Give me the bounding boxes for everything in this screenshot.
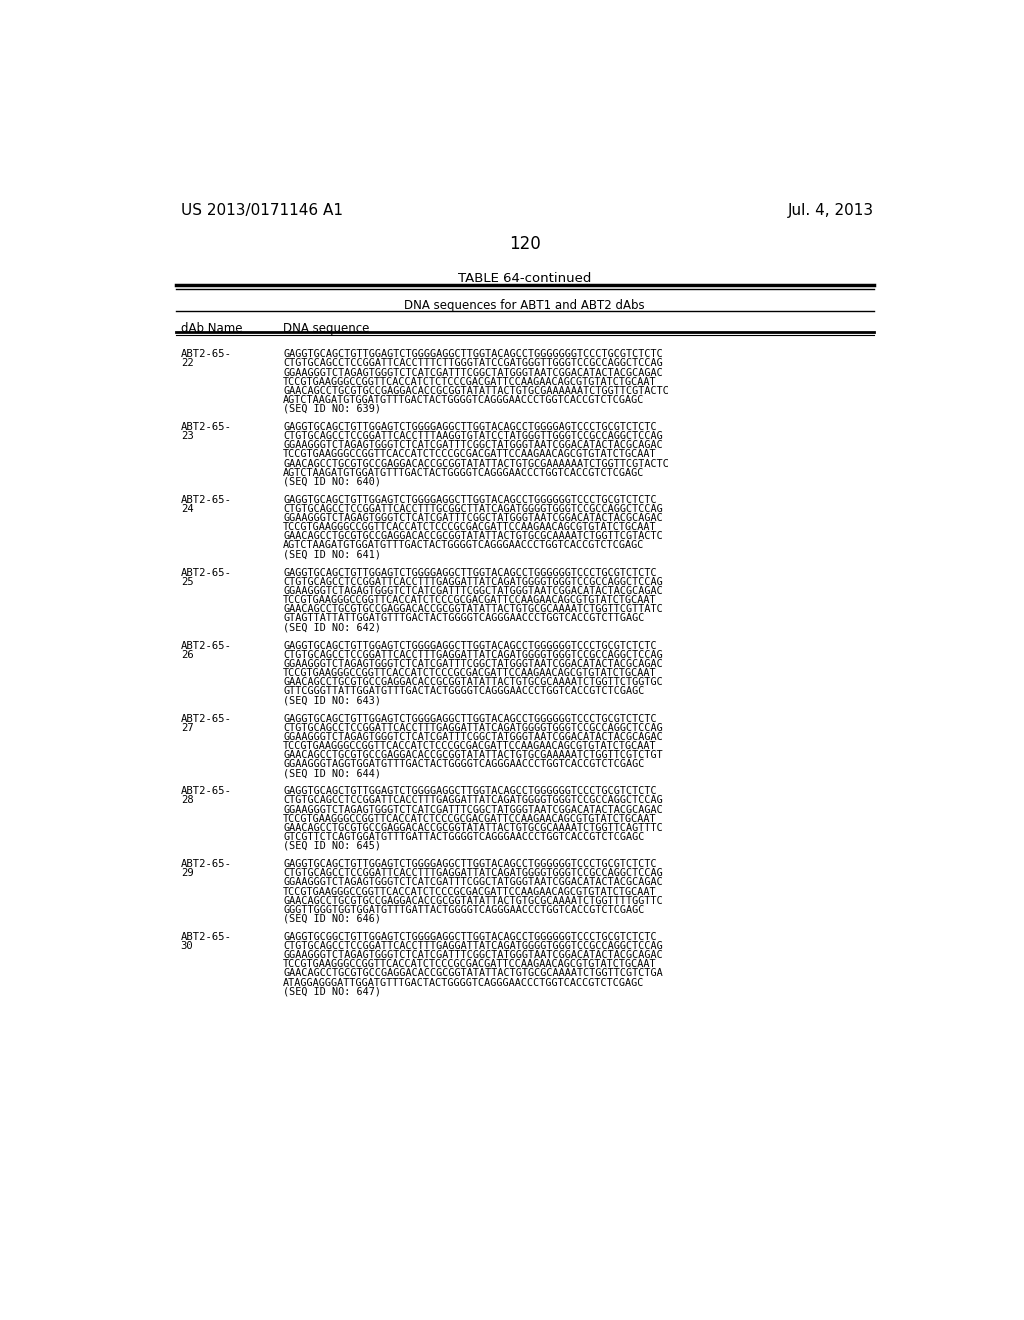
Text: GGAAGGGTCTAGAGTGGGTCTCATCGATTTCGGCTATGGGTAATCGGACATACTACGCAGAC: GGAAGGGTCTAGAGTGGGTCTCATCGATTTCGGCTATGGG… — [283, 367, 663, 378]
Text: TCCGTGAAGGGCCGGTTCACCATCTCTCCCGACGATTCCAAGAACAGCGTGTATCTGCAAT: TCCGTGAAGGGCCGGTTCACCATCTCTCCCGACGATTCCA… — [283, 376, 656, 387]
Text: GAGGTGCAGCTGTTGGAGTCTGGGGAGGCTTGGTACAGCCTGGGGGGTCCCTGCGTCTCTC: GAGGTGCAGCTGTTGGAGTCTGGGGAGGCTTGGTACAGCC… — [283, 568, 656, 578]
Text: ABT2-65-: ABT2-65- — [180, 568, 231, 578]
Text: CTGTGCAGCCTCCGGATTCACCTTTGAGGATTATCAGATGGGGTGGGTCCGCCAGGCTCCAG: CTGTGCAGCCTCCGGATTCACCTTTGAGGATTATCAGATG… — [283, 577, 663, 587]
Text: (SEQ ID NO: 646): (SEQ ID NO: 646) — [283, 913, 381, 924]
Text: 30: 30 — [180, 941, 194, 952]
Text: DNA sequences for ABT1 and ABT2 dAbs: DNA sequences for ABT1 and ABT2 dAbs — [404, 300, 645, 313]
Text: CTGTGCAGCCTCCGGATTCACCTTTAAGGTGTATCCTATGGGTTGGGTCCGCCAGGCTCCAG: CTGTGCAGCCTCCGGATTCACCTTTAAGGTGTATCCTATG… — [283, 432, 663, 441]
Text: 28: 28 — [180, 796, 194, 805]
Text: 25: 25 — [180, 577, 194, 587]
Text: dAb Name: dAb Name — [180, 322, 243, 335]
Text: ABT2-65-: ABT2-65- — [180, 640, 231, 651]
Text: 29: 29 — [180, 869, 194, 878]
Text: GAACAGCCTGCGTGCCGAGGACACCGCGGTATATTACTGTGCGCAAAATCTGGTTCGTACTC: GAACAGCCTGCGTGCCGAGGACACCGCGGTATATTACTGT… — [283, 532, 663, 541]
Text: US 2013/0171146 A1: US 2013/0171146 A1 — [180, 203, 343, 218]
Text: TCCGTGAAGGGCCGGTTCACCATCTCCCGCGACGATTCCAAGAACAGCGTGTATCTGCAAT: TCCGTGAAGGGCCGGTTCACCATCTCCCGCGACGATTCCA… — [283, 813, 656, 824]
Text: CTGTGCAGCCTCCGGATTCACCTTTGAGGATTATCAGATGGGGTGGGTCCGCCAGGCTCCAG: CTGTGCAGCCTCCGGATTCACCTTTGAGGATTATCAGATG… — [283, 649, 663, 660]
Text: TABLE 64-continued: TABLE 64-continued — [458, 272, 592, 285]
Text: (SEQ ID NO: 639): (SEQ ID NO: 639) — [283, 404, 381, 414]
Text: GGAAGGGTCTAGAGTGGGTCTCATCGATTTCGGCTATGGGTAATCGGACATACTACGCAGAC: GGAAGGGTCTAGAGTGGGTCTCATCGATTTCGGCTATGGG… — [283, 586, 663, 597]
Text: ABT2-65-: ABT2-65- — [180, 350, 231, 359]
Text: GAACAGCCTGCGTGCCGAGGACACCGCGGTATATTACTGTGCGCAAAATCTGGTTCGTTATC: GAACAGCCTGCGTGCCGAGGACACCGCGGTATATTACTGT… — [283, 605, 663, 614]
Text: GAACAGCCTGCGTGCCGAGGACACCGCGGTATATTACTGTGCGAAAAATCTGGTTCGTCTGT: GAACAGCCTGCGTGCCGAGGACACCGCGGTATATTACTGT… — [283, 750, 663, 760]
Text: GAGGTGCAGCTGTTGGAGTCTGGGGAGGCTTGGTACAGCCTGGGGGGTCCCTGCGTCTCTC: GAGGTGCAGCTGTTGGAGTCTGGGGAGGCTTGGTACAGCC… — [283, 787, 656, 796]
Text: GAACAGCCTGCGTGCCGAGGACACCGCGGTATATTACTGTGCGCAAAATCTGGTTCGTCTGA: GAACAGCCTGCGTGCCGAGGACACCGCGGTATATTACTGT… — [283, 969, 663, 978]
Text: CTGTGCAGCCTCCGGATTCACCTTTCTTGGGTATCCGATGGGTTGGGTCCGCCAGGCTCCAG: CTGTGCAGCCTCCGGATTCACCTTTCTTGGGTATCCGATG… — [283, 359, 663, 368]
Text: ABT2-65-: ABT2-65- — [180, 787, 231, 796]
Text: GAACAGCCTGCGTGCCGAGGACACCGCGGTATATTACTGTGCGCAAAATCTGGTTTTGGTTC: GAACAGCCTGCGTGCCGAGGACACCGCGGTATATTACTGT… — [283, 895, 663, 906]
Text: GGAAGGGTCTAGAGTGGGTCTCATCGATTTCGGCTATGGGTAATCGGACATACTACGCAGAC: GGAAGGGTCTAGAGTGGGTCTCATCGATTTCGGCTATGGG… — [283, 805, 663, 814]
Text: GTCGTTCTCAGTGGATGTTTGATTACTGGGGTCAGGGAACCCTGGTCACCGTCTCGAGC: GTCGTTCTCAGTGGATGTTTGATTACTGGGGTCAGGGAAC… — [283, 832, 644, 842]
Text: GTAGTTATTATTGGATGTTTGACTACTGGGGTCAGGGAACCCTGGTCACCGTCTTGAGC: GTAGTTATTATTGGATGTTTGACTACTGGGGTCAGGGAAC… — [283, 614, 644, 623]
Text: ATAGGAGGGATTGGATGTTTGACTACTGGGGTCAGGGAACCCTGGTCACCGTCTCGAGC: ATAGGAGGGATTGGATGTTTGACTACTGGGGTCAGGGAAC… — [283, 978, 644, 987]
Text: GAGGTGCGGCTGTTGGAGTCTGGGGAGGCTTGGTACAGCCTGGGGGGTCCCTGCGTCTCTC: GAGGTGCGGCTGTTGGAGTCTGGGGAGGCTTGGTACAGCC… — [283, 932, 656, 942]
Text: TCCGTGAAGGGCCGGTTCACCATCTCCCGCGACGATTCCAAGAACAGCGTGTATCTGCAAT: TCCGTGAAGGGCCGGTTCACCATCTCCCGCGACGATTCCA… — [283, 595, 656, 605]
Text: 22: 22 — [180, 359, 194, 368]
Text: DNA sequence: DNA sequence — [283, 322, 370, 335]
Text: CTGTGCAGCCTCCGGATTCACCTTTGAGGATTATCAGATGGGGTGGGTCCGCCAGGCTCCAG: CTGTGCAGCCTCCGGATTCACCTTTGAGGATTATCAGATG… — [283, 941, 663, 952]
Text: CTGTGCAGCCTCCGGATTCACCTTTGAGGATTATCAGATGGGGTGGGTCCGCCAGGCTCCAG: CTGTGCAGCCTCCGGATTCACCTTTGAGGATTATCAGATG… — [283, 869, 663, 878]
Text: GAGGTGCAGCTGTTGGAGTCTGGGGAGGCTTGGTACAGCCTGGGGGGTCCCTGCGTCTCTC: GAGGTGCAGCTGTTGGAGTCTGGGGAGGCTTGGTACAGCC… — [283, 495, 656, 506]
Text: GGAAGGGTCTAGAGTGGGTCTCATCGATTTCGGCTATGGGTAATCGGACATACTACGCAGAC: GGAAGGGTCTAGAGTGGGTCTCATCGATTTCGGCTATGGG… — [283, 659, 663, 669]
Text: TCCGTGAAGGGCCGGTTCACCATCTCCCGCGACGATTCCAAGAACAGCGTGTATCTGCAAT: TCCGTGAAGGGCCGGTTCACCATCTCCCGCGACGATTCCA… — [283, 960, 656, 969]
Text: ABT2-65-: ABT2-65- — [180, 859, 231, 870]
Text: ABT2-65-: ABT2-65- — [180, 714, 231, 723]
Text: CTGTGCAGCCTCCGGATTCACCTTTGCGGCTTATCAGATGGGGTGGGTCCGCCAGGCTCCAG: CTGTGCAGCCTCCGGATTCACCTTTGCGGCTTATCAGATG… — [283, 504, 663, 513]
Text: GGAAGGGTCTAGAGTGGGTCTCATCGATTTCGGCTATGGGTAATCGGACATACTACGCAGAC: GGAAGGGTCTAGAGTGGGTCTCATCGATTTCGGCTATGGG… — [283, 731, 663, 742]
Text: GAGGTGCAGCTGTTGGAGTCTGGGGAGGCTTGGTACAGCCTGGGGGGTCCCTGCGTCTCTC: GAGGTGCAGCTGTTGGAGTCTGGGGAGGCTTGGTACAGCC… — [283, 640, 656, 651]
Text: GAGGTGCAGCTGTTGGAGTCTGGGGAGGCTTGGTACAGCCTGGGGGGTCCCTGCGTCTCTC: GAGGTGCAGCTGTTGGAGTCTGGGGAGGCTTGGTACAGCC… — [283, 859, 656, 870]
Text: GGAAGGGTCTAGAGTGGGTCTCATCGATTTCGGCTATGGGTAATCGGACATACTACGCAGAC: GGAAGGGTCTAGAGTGGGTCTCATCGATTTCGGCTATGGG… — [283, 441, 663, 450]
Text: (SEQ ID NO: 647): (SEQ ID NO: 647) — [283, 986, 381, 997]
Text: GAACAGCCTGCGTGCCGAGGACACCGCGGTATATTACTGTGCGAAAAAATCTGGTTCGTACTC: GAACAGCCTGCGTGCCGAGGACACCGCGGTATATTACTGT… — [283, 385, 669, 396]
Text: GAACAGCCTGCGTGCCGAGGACACCGCGGTATATTACTGTGCGCAAAATCTGGTTCTGGTGC: GAACAGCCTGCGTGCCGAGGACACCGCGGTATATTACTGT… — [283, 677, 663, 688]
Text: 120: 120 — [509, 235, 541, 253]
Text: GGAAGGGTCTAGAGTGGGTCTCATCGATTTCGGCTATGGGTAATCGGACATACTACGCAGAC: GGAAGGGTCTAGAGTGGGTCTCATCGATTTCGGCTATGGG… — [283, 950, 663, 960]
Text: CTGTGCAGCCTCCGGATTCACCTTTGAGGATTATCAGATGGGGTGGGTCCGCCAGGCTCCAG: CTGTGCAGCCTCCGGATTCACCTTTGAGGATTATCAGATG… — [283, 796, 663, 805]
Text: (SEQ ID NO: 645): (SEQ ID NO: 645) — [283, 841, 381, 851]
Text: GAACAGCCTGCGTGCCGAGGACACCGCGGTATATTACTGTGCGCAAAATCTGGTTCAGTTTC: GAACAGCCTGCGTGCCGAGGACACCGCGGTATATTACTGT… — [283, 822, 663, 833]
Text: AGTCTAAGATGTGGATGTTTGACTACTGGGGTCAGGGAACCCTGGTCACCGTCTCGAGC: AGTCTAAGATGTGGATGTTTGACTACTGGGGTCAGGGAAC… — [283, 467, 644, 478]
Text: (SEQ ID NO: 640): (SEQ ID NO: 640) — [283, 477, 381, 487]
Text: 24: 24 — [180, 504, 194, 513]
Text: CTGTGCAGCCTCCGGATTCACCTTTGAGGATTATCAGATGGGGTGGGTCCGCCAGGCTCCAG: CTGTGCAGCCTCCGGATTCACCTTTGAGGATTATCAGATG… — [283, 722, 663, 733]
Text: ABT2-65-: ABT2-65- — [180, 495, 231, 506]
Text: GGAAGGGTCTAGAGTGGGTCTCATCGATTTCGGCTATGGGTAATCGGACATACTACGCAGAC: GGAAGGGTCTAGAGTGGGTCTCATCGATTTCGGCTATGGG… — [283, 513, 663, 523]
Text: GAACAGCCTGCGTGCCGAGGACACCGCGGTATATTACTGTGCGAAAAAATCTGGTTCGTACTC: GAACAGCCTGCGTGCCGAGGACACCGCGGTATATTACTGT… — [283, 458, 669, 469]
Text: TCCGTGAAGGGCCGGTTCACCATCTCCCGCGACGATTCCAAGAACAGCGTGTATCTGCAAT: TCCGTGAAGGGCCGGTTCACCATCTCCCGCGACGATTCCA… — [283, 449, 656, 459]
Text: 26: 26 — [180, 649, 194, 660]
Text: AGTCTAAGATGTGGATGTTTGACTACTGGGGTCAGGGAACCCTGGTCACCGTCTCGAGC: AGTCTAAGATGTGGATGTTTGACTACTGGGGTCAGGGAAC… — [283, 540, 644, 550]
Text: GTTCGGGTTATTGGATGTTTGACTACTGGGGTCAGGGAACCCTGGTCACCGTCTCGAGC: GTTCGGGTTATTGGATGTTTGACTACTGGGGTCAGGGAAC… — [283, 686, 644, 696]
Text: 23: 23 — [180, 432, 194, 441]
Text: ABT2-65-: ABT2-65- — [180, 932, 231, 942]
Text: GAGGTGCAGCTGTTGGAGTCTGGGGAGGCTTGGTACAGCCTGGGGGGGTCCCTGCGTCTCTC: GAGGTGCAGCTGTTGGAGTCTGGGGAGGCTTGGTACAGCC… — [283, 350, 663, 359]
Text: GGGTTGGGTGGTGGATGTTTGATTACTGGGGTCAGGGAACCCTGGTCACCGTCTCGAGC: GGGTTGGGTGGTGGATGTTTGATTACTGGGGTCAGGGAAC… — [283, 904, 644, 915]
Text: ABT2-65-: ABT2-65- — [180, 422, 231, 432]
Text: GAGGTGCAGCTGTTGGAGTCTGGGGAGGCTTGGTACAGCCTGGGGAGTCCCTGCGTCTCTC: GAGGTGCAGCTGTTGGAGTCTGGGGAGGCTTGGTACAGCC… — [283, 422, 656, 432]
Text: GGAAGGGTAGGTGGATGTTTGACTACTGGGGTCAGGGAACCCTGGTCACCGTCTCGAGC: GGAAGGGTAGGTGGATGTTTGACTACTGGGGTCAGGGAAC… — [283, 759, 644, 770]
Text: (SEQ ID NO: 642): (SEQ ID NO: 642) — [283, 623, 381, 632]
Text: 27: 27 — [180, 722, 194, 733]
Text: TCCGTGAAGGGCCGGTTCACCATCTCCCGCGACGATTCCAAGAACAGCGTGTATCTGCAAT: TCCGTGAAGGGCCGGTTCACCATCTCCCGCGACGATTCCA… — [283, 887, 656, 896]
Text: (SEQ ID NO: 641): (SEQ ID NO: 641) — [283, 549, 381, 560]
Text: (SEQ ID NO: 643): (SEQ ID NO: 643) — [283, 696, 381, 705]
Text: TCCGTGAAGGGCCGGTTCACCATCTCCCGCGACGATTCCAAGAACAGCGTGTATCTGCAAT: TCCGTGAAGGGCCGGTTCACCATCTCCCGCGACGATTCCA… — [283, 668, 656, 678]
Text: GGAAGGGTCTAGAGTGGGTCTCATCGATTTCGGCTATGGGTAATCGGACATACTACGCAGAC: GGAAGGGTCTAGAGTGGGTCTCATCGATTTCGGCTATGGG… — [283, 878, 663, 887]
Text: GAGGTGCAGCTGTTGGAGTCTGGGGAGGCTTGGTACAGCCTGGGGGGTCCCTGCGTCTCTC: GAGGTGCAGCTGTTGGAGTCTGGGGAGGCTTGGTACAGCC… — [283, 714, 656, 723]
Text: TCCGTGAAGGGCCGGTTCACCATCTCCCGCGACGATTCCAAGAACAGCGTGTATCTGCAAT: TCCGTGAAGGGCCGGTTCACCATCTCCCGCGACGATTCCA… — [283, 523, 656, 532]
Text: AGTCTAAGATGTGGATGTTTGACTACTGGGGTCAGGGAACCCTGGTCACCGTCTCGAGC: AGTCTAAGATGTGGATGTTTGACTACTGGGGTCAGGGAAC… — [283, 395, 644, 405]
Text: TCCGTGAAGGGCCGGTTCACCATCTCCCGCGACGATTCCAAGAACAGCGTGTATCTGCAAT: TCCGTGAAGGGCCGGTTCACCATCTCCCGCGACGATTCCA… — [283, 741, 656, 751]
Text: Jul. 4, 2013: Jul. 4, 2013 — [787, 203, 873, 218]
Text: (SEQ ID NO: 644): (SEQ ID NO: 644) — [283, 768, 381, 777]
